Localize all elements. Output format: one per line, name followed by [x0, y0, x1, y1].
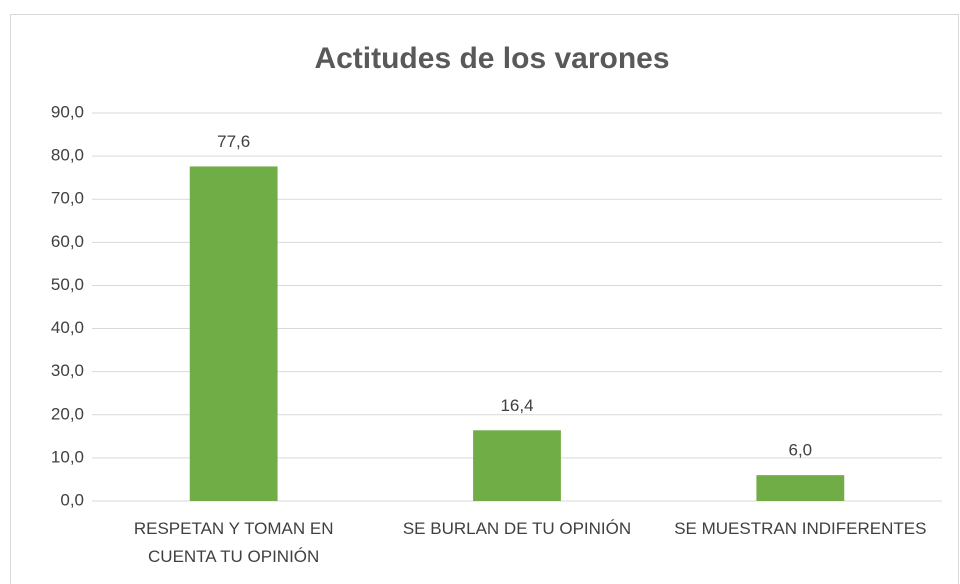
y-tick-label: 60,0 [51, 232, 84, 251]
x-tick-label: SE BURLAN DE TU OPINIÓN [403, 519, 631, 538]
y-tick-label: 30,0 [51, 361, 84, 380]
y-tick-label: 80,0 [51, 146, 84, 165]
y-tick-label: 10,0 [51, 447, 84, 466]
data-label: 77,6 [217, 132, 250, 151]
y-tick-label: 20,0 [51, 404, 84, 423]
bar [189, 166, 278, 502]
bar [756, 475, 845, 501]
y-tick-label: 90,0 [51, 102, 84, 121]
bar [473, 430, 561, 501]
y-tick-label: 0,0 [60, 490, 84, 509]
x-tick-label: SE MUESTRAN INDIFERENTES [674, 519, 926, 538]
data-label: 16,4 [500, 396, 533, 415]
y-tick-label: 70,0 [51, 189, 84, 208]
chart-title: Actitudes de los varones [314, 42, 669, 75]
data-label: 6,0 [789, 441, 813, 460]
y-tick-label: 50,0 [51, 275, 84, 294]
y-tick-label: 40,0 [51, 318, 84, 337]
x-tick-label: RESPETAN Y TOMAN EN CUENTA TU OPINIÓN [134, 519, 334, 566]
